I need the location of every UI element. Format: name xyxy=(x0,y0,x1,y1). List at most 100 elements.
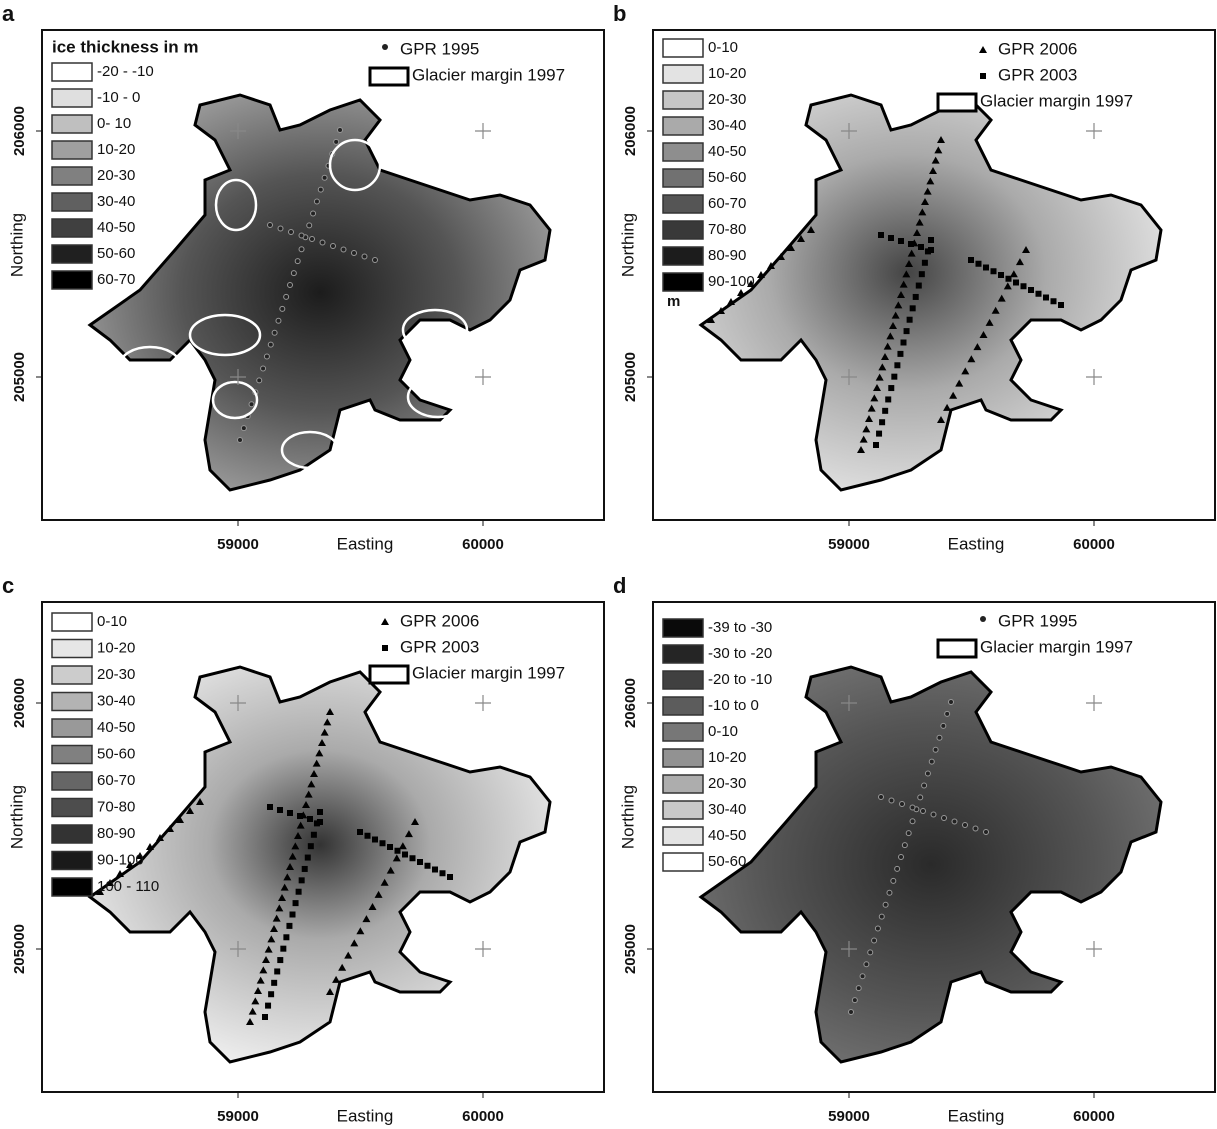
gpr-point xyxy=(277,807,283,813)
gpr-point xyxy=(356,927,365,935)
legend-swatch xyxy=(662,722,704,742)
gpr-point xyxy=(374,890,383,898)
gpr-point xyxy=(888,385,895,392)
gpr-point xyxy=(918,244,924,250)
gpr-point xyxy=(306,222,313,229)
gpr-point xyxy=(146,843,154,850)
gpr-point xyxy=(166,825,174,832)
gpr-point xyxy=(924,770,931,777)
gpr-point xyxy=(372,836,378,843)
gpr-point xyxy=(807,226,815,233)
gpr-point xyxy=(330,243,336,249)
legend-unit: m xyxy=(667,293,680,310)
panel: b 59000 60000 206000 205000 Easting Northing 0-… xyxy=(613,1,1216,553)
gpr-point xyxy=(881,353,889,360)
gpr-point xyxy=(447,874,453,880)
gpr-point xyxy=(901,842,908,849)
y-axis-title: Northing xyxy=(618,213,637,277)
gpr-point xyxy=(797,235,805,242)
legend-swatch xyxy=(51,166,93,186)
y-tick-label: 205000 xyxy=(11,352,28,402)
x-tick-label: 59000 xyxy=(217,536,259,553)
gpr-point xyxy=(962,822,968,828)
gpr-point xyxy=(888,235,894,241)
gpr-point xyxy=(404,830,413,838)
legend-label: 50-60 xyxy=(97,745,135,762)
grid-cross xyxy=(230,369,246,385)
y-tick-label: 206000 xyxy=(622,106,639,156)
gpr-point xyxy=(979,331,988,338)
gpr-point xyxy=(975,260,982,267)
legend-label: 70-80 xyxy=(708,221,746,238)
gpr-point xyxy=(268,991,275,998)
glacier xyxy=(88,93,552,492)
gpr-point xyxy=(873,442,879,448)
gpr-point xyxy=(271,329,278,336)
gpr-point xyxy=(888,797,895,804)
grid-cross xyxy=(475,941,491,957)
grid-cross xyxy=(1086,369,1102,385)
legend-swatch xyxy=(662,826,704,846)
panel: d 59000 60000 206000 205000 Easting Northing -3… xyxy=(613,573,1216,1125)
panel: c 59000 60000 206000 205000 Easting Northing 0-… xyxy=(2,573,605,1125)
legend-swatch xyxy=(662,696,704,716)
legend-icon xyxy=(980,616,986,622)
symbol-label: GPR 1995 xyxy=(400,39,479,58)
gpr-point xyxy=(878,794,884,800)
gpr-point xyxy=(1005,275,1012,282)
gpr-point xyxy=(338,963,347,971)
legend-swatch xyxy=(51,744,93,765)
gpr-point xyxy=(318,739,326,746)
gpr-point xyxy=(287,810,293,816)
gpr-point xyxy=(277,225,284,232)
gpr-point xyxy=(903,328,910,335)
gpr-point xyxy=(991,306,1000,314)
gpr-point xyxy=(871,937,878,944)
gpr-point xyxy=(340,246,347,253)
gpr-point xyxy=(902,270,911,278)
gpr-point xyxy=(267,341,274,348)
gpr-point xyxy=(894,865,901,872)
y-tick-label: 205000 xyxy=(622,924,639,974)
legend-label: 90-100 xyxy=(97,851,144,868)
symbol-label: Glacier margin 1997 xyxy=(412,663,565,682)
glacier xyxy=(88,665,552,1064)
gpr-point xyxy=(294,832,302,839)
gpr-point xyxy=(289,911,296,918)
gpr-point xyxy=(886,889,893,896)
grid-cross xyxy=(1086,123,1102,139)
gpr-point xyxy=(913,229,921,236)
gpr-point xyxy=(312,759,321,767)
gpr-point xyxy=(283,293,290,300)
outlier-ring xyxy=(211,380,259,420)
gpr-point xyxy=(998,272,1004,278)
legend-swatch xyxy=(51,771,93,791)
legend-label: -10 to 0 xyxy=(708,697,759,714)
y-axis-title: Northing xyxy=(618,785,637,849)
gpr-point xyxy=(350,939,359,947)
gpr-point xyxy=(186,807,194,814)
legend-label: 50-60 xyxy=(97,245,135,262)
gpr-point xyxy=(894,301,903,309)
gpr-point xyxy=(777,253,785,260)
legend-swatch xyxy=(51,850,93,871)
gpr-point xyxy=(929,167,937,174)
outlier-ring xyxy=(188,313,262,357)
gpr-point xyxy=(1035,290,1042,297)
grid-cross xyxy=(841,695,857,711)
gpr-point xyxy=(944,710,951,717)
gpr-point xyxy=(905,830,912,837)
gpr-point xyxy=(932,746,939,753)
gpr-point xyxy=(251,997,260,1005)
legend-swatch xyxy=(662,220,704,240)
gpr-point xyxy=(955,379,964,387)
gpr-point xyxy=(873,384,881,391)
gpr-point xyxy=(317,819,323,825)
gpr-point xyxy=(267,222,273,228)
gpr-point xyxy=(275,317,282,324)
gpr-point xyxy=(307,780,316,788)
legend-swatch xyxy=(51,718,93,738)
legend-swatch xyxy=(51,824,93,844)
x-tick-label: 59000 xyxy=(828,1108,870,1125)
gpr-point xyxy=(309,236,315,242)
